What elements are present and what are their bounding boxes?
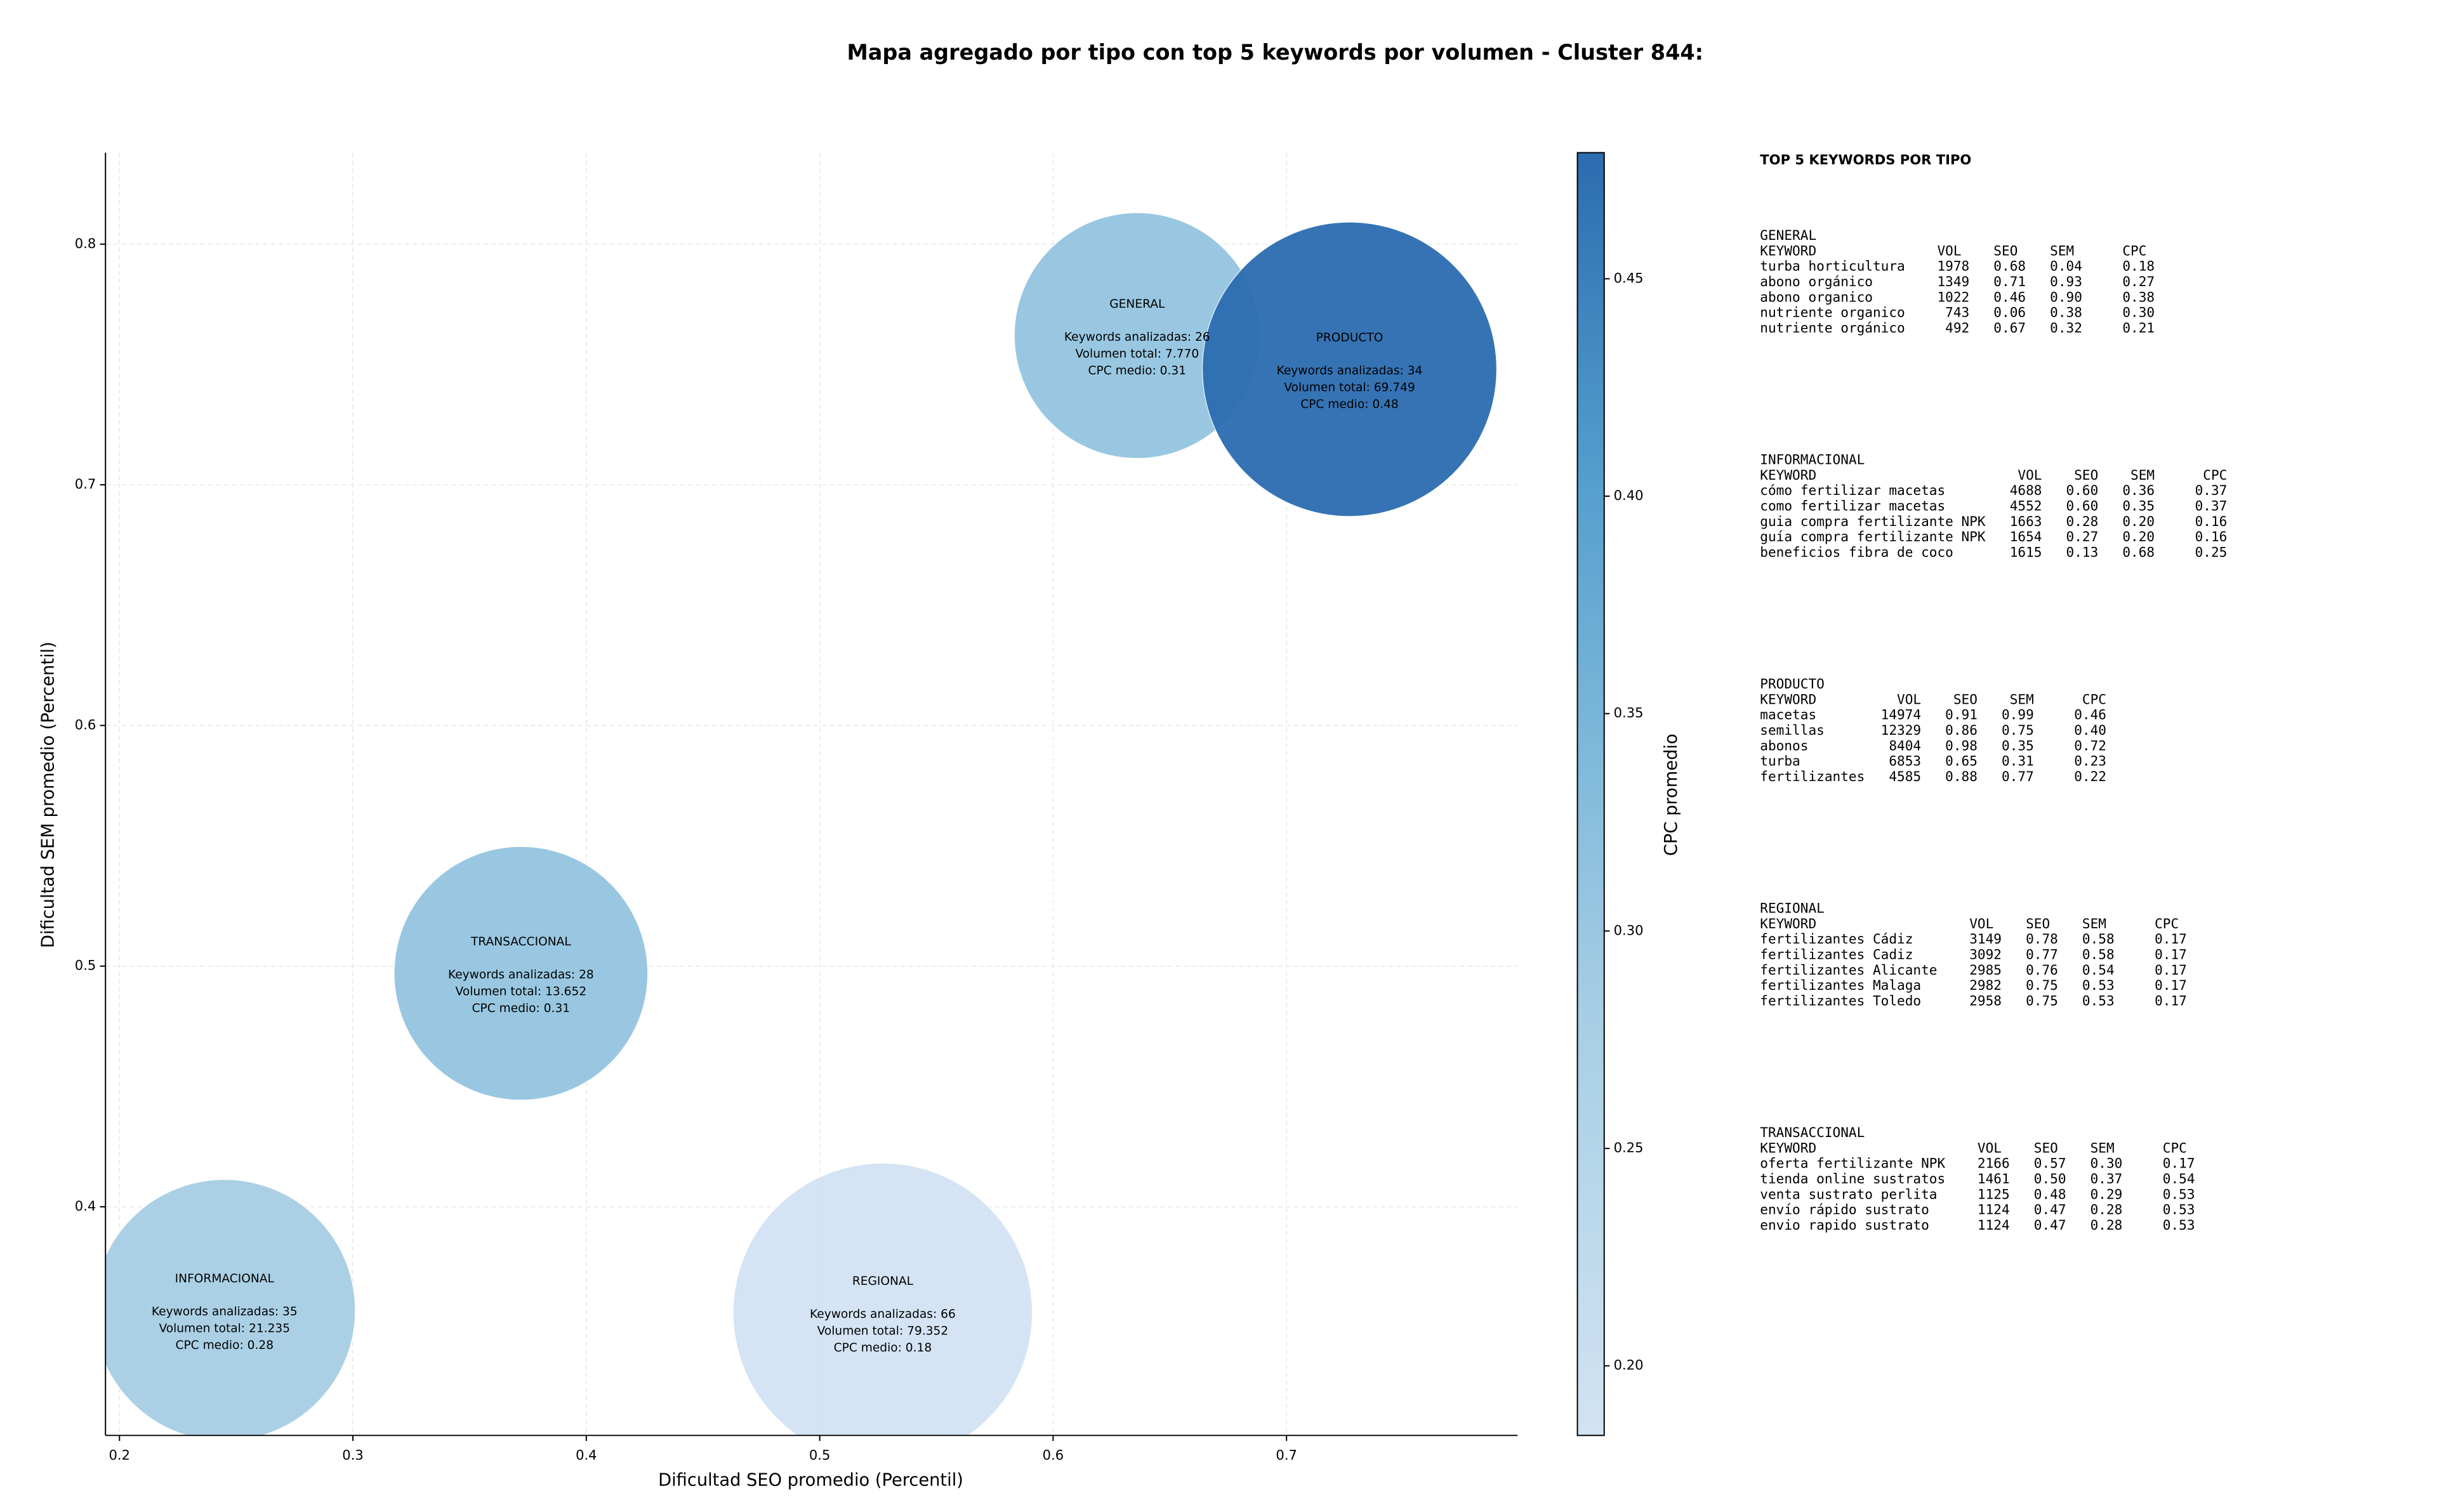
colorbar-tick-label: 0.25 xyxy=(1614,1140,1644,1155)
panel-line: fertilizantes Cádiz 3149 0.78 0.58 0.17 xyxy=(1760,931,2187,947)
panel-line: tienda online sustratos 1461 0.50 0.37 0… xyxy=(1760,1171,2195,1187)
colorbar-tick-label: 0.30 xyxy=(1614,922,1644,938)
bubble-label: Keywords analizadas: 28 xyxy=(448,968,594,982)
panel-block-name: GENERAL xyxy=(1760,227,1816,243)
panel-line: abonos 8404 0.98 0.35 0.72 xyxy=(1760,737,2106,753)
bubble-label: CPC medio: 0.31 xyxy=(472,1002,571,1015)
colorbar-tick-label: 0.40 xyxy=(1614,487,1644,503)
bubble-name: INFORMACIONAL xyxy=(175,1272,275,1285)
x-tick-label: 0.5 xyxy=(809,1447,831,1463)
panel-line: KEYWORD VOL SEO SEM CPC xyxy=(1760,691,2106,707)
bubble-name: TRANSACCIONAL xyxy=(470,935,571,949)
x-tick-label: 0.2 xyxy=(109,1447,131,1463)
colorbar-tick-label: 0.20 xyxy=(1614,1357,1644,1373)
bubble-label: Keywords analizadas: 35 xyxy=(152,1305,298,1318)
x-axis-label: Dificultad SEO promedio (Percentil) xyxy=(658,1471,963,1490)
panel-block-name: TRANSACCIONAL xyxy=(1760,1124,1865,1140)
panel-block-name: INFORMACIONAL xyxy=(1760,452,1865,468)
bubble-label: CPC medio: 0.18 xyxy=(834,1341,932,1355)
panel-line: guía compra fertilizante NPK 1654 0.27 0… xyxy=(1760,529,2227,544)
panel-line: turba 6853 0.65 0.31 0.23 xyxy=(1760,753,2106,769)
x-tick-label: 0.4 xyxy=(576,1447,597,1463)
y-tick-label: 0.7 xyxy=(75,476,96,492)
x-tick-label: 0.7 xyxy=(1276,1447,1297,1463)
bubble-label: Volumen total: 79.352 xyxy=(817,1324,949,1338)
panel-block-name: REGIONAL xyxy=(1760,900,1825,916)
panel-line: fertilizantes Malaga 2982 0.75 0.53 0.17 xyxy=(1760,977,2187,993)
bubble-name: GENERAL xyxy=(1109,298,1165,311)
y-tick-label: 0.8 xyxy=(75,235,96,251)
panel-block-name: PRODUCTO xyxy=(1760,676,1825,692)
bubble-label: Volumen total: 7.770 xyxy=(1075,347,1199,360)
panel-line: macetas 14974 0.91 0.99 0.46 xyxy=(1760,707,2106,723)
x-tick-label: 0.6 xyxy=(1043,1447,1064,1463)
panel-line: semillas 12329 0.86 0.75 0.40 xyxy=(1760,722,2106,738)
panel-title: TOP 5 KEYWORDS POR TIPO xyxy=(1760,152,1971,168)
panel-line: KEYWORD VOL SEO SEM CPC xyxy=(1760,916,2179,931)
bubble-label: CPC medio: 0.28 xyxy=(175,1339,274,1352)
bubble-label: Volumen total: 21.235 xyxy=(159,1322,290,1336)
panel-line: nutriente organico 743 0.06 0.38 0.30 xyxy=(1760,305,2155,320)
panel-line: cómo fertilizar macetas 4688 0.60 0.36 0… xyxy=(1760,482,2227,498)
y-tick-label: 0.5 xyxy=(75,957,96,973)
bubble xyxy=(1202,221,1497,517)
y-axis-label: Dificultad SEM promedio (Percentil) xyxy=(38,641,58,948)
panel-line: fertilizantes Cadiz 3092 0.77 0.58 0.17 xyxy=(1760,946,2187,962)
colorbar-label: CPC promedio xyxy=(1661,733,1681,856)
panel-line: envío rápido sustrato 1124 0.47 0.28 0.5… xyxy=(1760,1202,2195,1218)
panel-line: venta sustrato perlita 1125 0.48 0.29 0.… xyxy=(1760,1186,2195,1202)
colorbar-tick-label: 0.45 xyxy=(1614,270,1644,286)
panel-line: KEYWORD VOL SEO SEM CPC xyxy=(1760,242,2146,258)
panel-line: oferta fertilizante NPK 2166 0.57 0.30 0… xyxy=(1760,1155,2195,1171)
panel-line: como fertilizar macetas 4552 0.60 0.35 0… xyxy=(1760,498,2227,514)
colorbar xyxy=(1576,152,1605,1436)
bubble-label: CPC medio: 0.31 xyxy=(1088,364,1187,378)
panel-line: beneficios fibra de coco 1615 0.13 0.68 … xyxy=(1760,544,2227,560)
bubble-name: PRODUCTO xyxy=(1316,331,1384,345)
bubble-label: Volumen total: 13.652 xyxy=(456,985,587,999)
bubble-name: REGIONAL xyxy=(852,1275,914,1288)
panel-line: abono orgánico 1349 0.71 0.93 0.27 xyxy=(1760,273,2155,289)
panel-line: KEYWORD VOL SEO SEM CPC xyxy=(1760,1140,2187,1155)
panel-line: abono organico 1022 0.46 0.90 0.38 xyxy=(1760,289,2155,305)
chart-title: Mapa agregado por tipo con top 5 keyword… xyxy=(847,40,1704,65)
bubble-label: Keywords analizadas: 34 xyxy=(1277,364,1423,378)
bubble-label: Keywords analizadas: 26 xyxy=(1064,331,1210,344)
panel-line: nutriente orgánico 492 0.67 0.32 0.21 xyxy=(1760,320,2155,336)
bubble-label: CPC medio: 0.48 xyxy=(1300,398,1399,411)
panel-line: KEYWORD VOL SEO SEM CPC xyxy=(1760,467,2227,483)
bubble xyxy=(732,1162,1033,1436)
panel-line: fertilizantes 4585 0.88 0.77 0.22 xyxy=(1760,768,2106,784)
panel-line: guia compra fertilizante NPK 1663 0.28 0… xyxy=(1760,513,2227,529)
bubble-labels: GENERAL Keywords analizadas: 26 Volumen to… xyxy=(152,298,1423,1355)
colorbar-tick-label: 0.35 xyxy=(1614,705,1644,721)
x-tick-label: 0.3 xyxy=(342,1447,364,1463)
y-tick-label: 0.4 xyxy=(75,1198,96,1214)
bubble xyxy=(393,846,649,1101)
panel-line: fertilizantes Alicante 2985 0.76 0.54 0.… xyxy=(1760,962,2187,978)
bubbles xyxy=(105,212,1497,1436)
panel-line: turba horticultura 1978 0.68 0.04 0.18 xyxy=(1760,258,2155,274)
y-tick-label: 0.6 xyxy=(75,716,96,732)
panel-line: fertilizantes Toledo 2958 0.75 0.53 0.17 xyxy=(1760,992,2187,1008)
panel-line: envio rapido sustrato 1124 0.47 0.28 0.5… xyxy=(1760,1217,2195,1233)
bubble xyxy=(105,1179,356,1436)
bubble-label: Volumen total: 69.749 xyxy=(1284,381,1415,395)
bubble-label: Keywords analizadas: 66 xyxy=(810,1308,956,1321)
